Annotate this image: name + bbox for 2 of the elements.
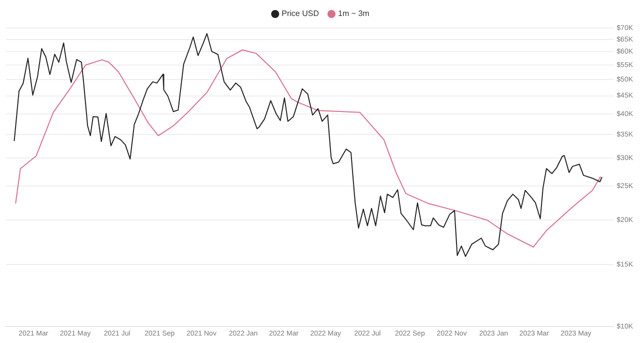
legend-label: 1m ~ 3m [338,9,370,18]
legend-label: Price USD [282,9,320,18]
